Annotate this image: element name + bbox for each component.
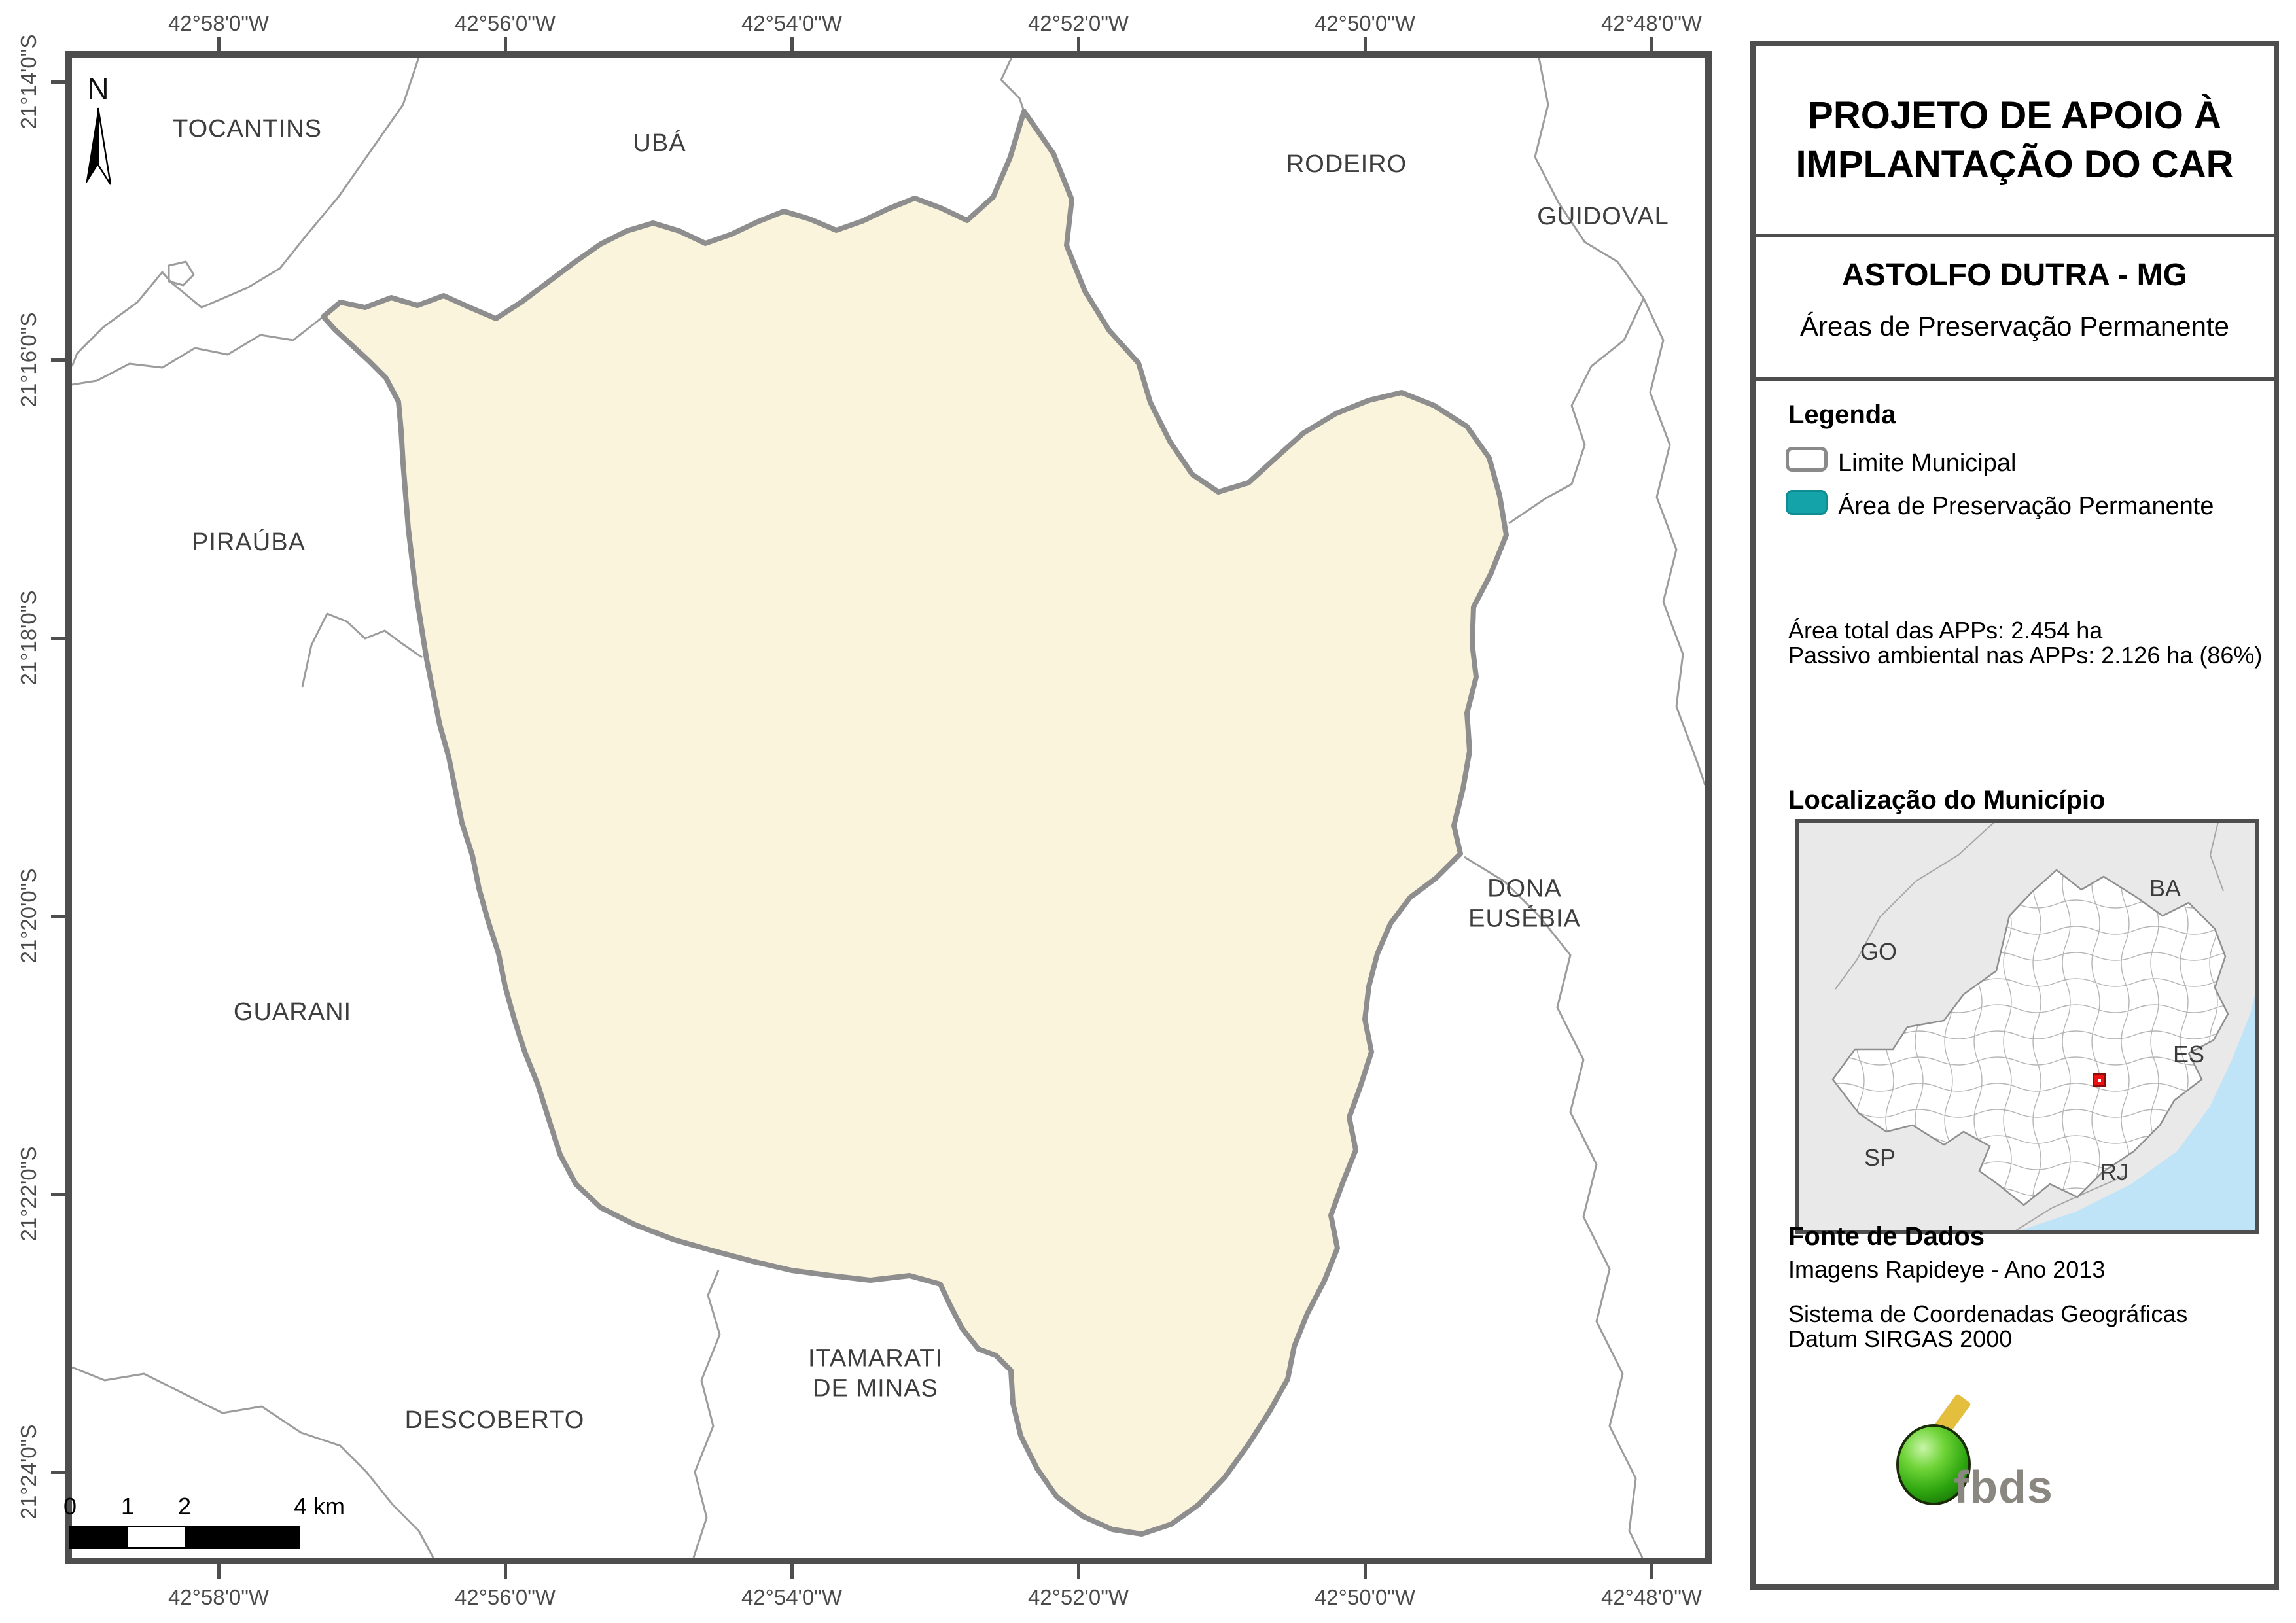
- axis-tick: [217, 1564, 221, 1579]
- scalebar-label-1: 1: [120, 1493, 135, 1520]
- panel-divider: [1756, 377, 2274, 381]
- source-line: Datum SIRGAS 2000: [1788, 1325, 2013, 1352]
- map-label-tocantins: TOCANTINS: [173, 115, 322, 143]
- map-label-guarani: GUARANI: [233, 998, 352, 1026]
- neighbor-boundaries: [72, 58, 1705, 1558]
- axis-label: 42°56'0"W: [454, 1585, 556, 1609]
- axis-label: 42°58'0"W: [168, 11, 270, 35]
- legend-swatch-app: [1786, 490, 1828, 515]
- inset-state-label-go: GO: [1860, 938, 1897, 965]
- municipality-title: ASTOLFO DUTRA - MG: [1842, 258, 2187, 292]
- scalebar-segment: [128, 1527, 185, 1547]
- inset-state-label-sp: SP: [1864, 1144, 1896, 1171]
- source-line: Sistema de Coordenadas Geográficas: [1788, 1300, 2188, 1327]
- north-arrow-icon: [86, 107, 112, 185]
- axis-tick: [504, 37, 507, 51]
- stats-line: Área total das APPs: 2.454 ha: [1788, 617, 2103, 644]
- axis-tick: [1077, 37, 1080, 51]
- panel-divider: [1756, 234, 2274, 237]
- axis-tick: [51, 358, 65, 362]
- axis-label: 21°20'0"S: [16, 868, 41, 964]
- axis-label: 21°24'0"S: [16, 1424, 41, 1520]
- location-heading: Localização do Município: [1788, 786, 2106, 814]
- axis-label: 42°50'0"W: [1314, 11, 1416, 35]
- axis-label: 42°48'0"W: [1600, 11, 1703, 35]
- axis-tick: [1650, 1564, 1653, 1579]
- legend-swatch-limite-municipal: [1786, 447, 1828, 472]
- source-line: Imagens Rapideye - Ano 2013: [1788, 1256, 2106, 1283]
- project-title: PROJETO DE APOIO À IMPLANTAÇÃO DO CAR: [1795, 94, 2234, 186]
- stats-line: Passivo ambiental nas APPs: 2.126 ha (86…: [1788, 642, 2263, 669]
- axis-label: 42°58'0"W: [168, 1585, 270, 1609]
- inset-state-label-ba: BA: [2149, 875, 2181, 901]
- map-canvas: [72, 58, 1705, 1558]
- axis-tick: [51, 1471, 65, 1474]
- axis-label: 21°22'0"S: [16, 1146, 41, 1242]
- axis-tick: [51, 1193, 65, 1196]
- axis-tick: [1364, 37, 1367, 51]
- axis-label: 42°50'0"W: [1314, 1585, 1416, 1609]
- map-label-guidoval: GUIDOVAL: [1537, 203, 1669, 231]
- source-heading: Fonte de Dados: [1788, 1222, 1985, 1251]
- map-theme: Áreas de Preservação Permanente: [1799, 311, 2230, 341]
- scalebar-label-2: 2: [177, 1493, 192, 1520]
- axis-label: 42°52'0"W: [1027, 11, 1129, 35]
- map-label-pirauba: PIRAÚBA: [192, 529, 306, 557]
- map-label-uba: UBÁ: [633, 130, 686, 158]
- axis-label: 21°18'0"S: [16, 590, 41, 686]
- municipality-polygon: [323, 111, 1506, 1534]
- axis-label: 21°14'0"S: [16, 34, 41, 130]
- map-label-descoberto: DESCOBERTO: [404, 1406, 585, 1435]
- scalebar-label-0: 0: [63, 1493, 77, 1520]
- axis-label: 42°54'0"W: [741, 11, 843, 35]
- scalebar-segment: [185, 1527, 298, 1547]
- info-panel: PROJETO DE APOIO À IMPLANTAÇÃO DO CAR AS…: [1750, 41, 2279, 1590]
- axis-tick: [790, 1564, 794, 1579]
- north-label: N: [87, 71, 109, 105]
- axis-tick: [1364, 1564, 1367, 1579]
- map-label-itamarati: ITAMARATI DE MINAS: [807, 1344, 944, 1402]
- scalebar: [69, 1526, 300, 1549]
- axis-tick: [504, 1564, 507, 1579]
- map-frame: [65, 51, 1712, 1564]
- inset-state-mg: [1833, 870, 2228, 1205]
- axis-label: 21°16'0"S: [16, 312, 41, 408]
- axis-tick: [51, 915, 65, 918]
- legend-item-label: Limite Municipal: [1838, 449, 2017, 477]
- inset-state-label-rj: RJ: [2100, 1159, 2128, 1185]
- scalebar-label-4km: 4 km: [293, 1493, 345, 1520]
- logo-globe-icon: [1896, 1424, 1971, 1505]
- map-label-dona-eusebia: DONA EUSÉBIA: [1468, 875, 1581, 932]
- axis-tick: [217, 37, 221, 51]
- axis-label: 42°48'0"W: [1600, 1585, 1703, 1609]
- axis-label: 42°54'0"W: [741, 1585, 843, 1609]
- inset-state-label-es: ES: [2173, 1041, 2204, 1068]
- legend-item-label: Área de Preservação Permanente: [1838, 493, 2214, 520]
- inset-map: GO BA ES SP RJ: [1795, 819, 2259, 1234]
- scalebar-segment: [71, 1527, 128, 1547]
- legend-heading: Legenda: [1788, 400, 1896, 429]
- axis-label: 42°56'0"W: [454, 11, 556, 35]
- logo-text: fbds: [1954, 1461, 2053, 1512]
- axis-tick: [1650, 37, 1653, 51]
- axis-tick: [790, 37, 794, 51]
- axis-tick: [51, 80, 65, 84]
- municipality-outline: [321, 109, 1509, 1537]
- axis-label: 42°52'0"W: [1027, 1585, 1129, 1609]
- axis-tick: [1077, 1564, 1080, 1579]
- inset-ocean: [2011, 976, 2259, 1234]
- axis-tick: [51, 637, 65, 640]
- map-label-rodeiro: RODEIRO: [1286, 150, 1407, 179]
